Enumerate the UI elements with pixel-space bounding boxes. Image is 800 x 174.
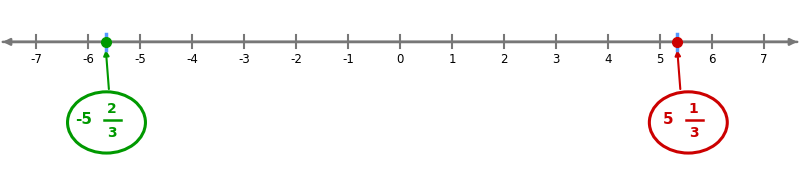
Text: 3: 3 [552, 53, 559, 66]
Text: -5: -5 [134, 53, 146, 66]
Text: 0: 0 [396, 53, 404, 66]
Text: -7: -7 [30, 53, 42, 66]
Text: 1: 1 [689, 102, 698, 116]
Text: 2: 2 [107, 102, 117, 116]
Text: 1: 1 [448, 53, 456, 66]
Text: -5: -5 [75, 112, 92, 127]
Text: 2: 2 [500, 53, 508, 66]
Text: -1: -1 [342, 53, 354, 66]
Text: -6: -6 [82, 53, 94, 66]
Text: 4: 4 [604, 53, 611, 66]
Text: 3: 3 [689, 126, 698, 140]
Text: -2: -2 [290, 53, 302, 66]
Text: -4: -4 [186, 53, 198, 66]
Text: 5: 5 [656, 53, 663, 66]
Text: 5: 5 [663, 112, 674, 127]
Text: 3: 3 [107, 126, 117, 140]
Text: -3: -3 [238, 53, 250, 66]
Text: 7: 7 [760, 53, 767, 66]
Text: 6: 6 [708, 53, 715, 66]
